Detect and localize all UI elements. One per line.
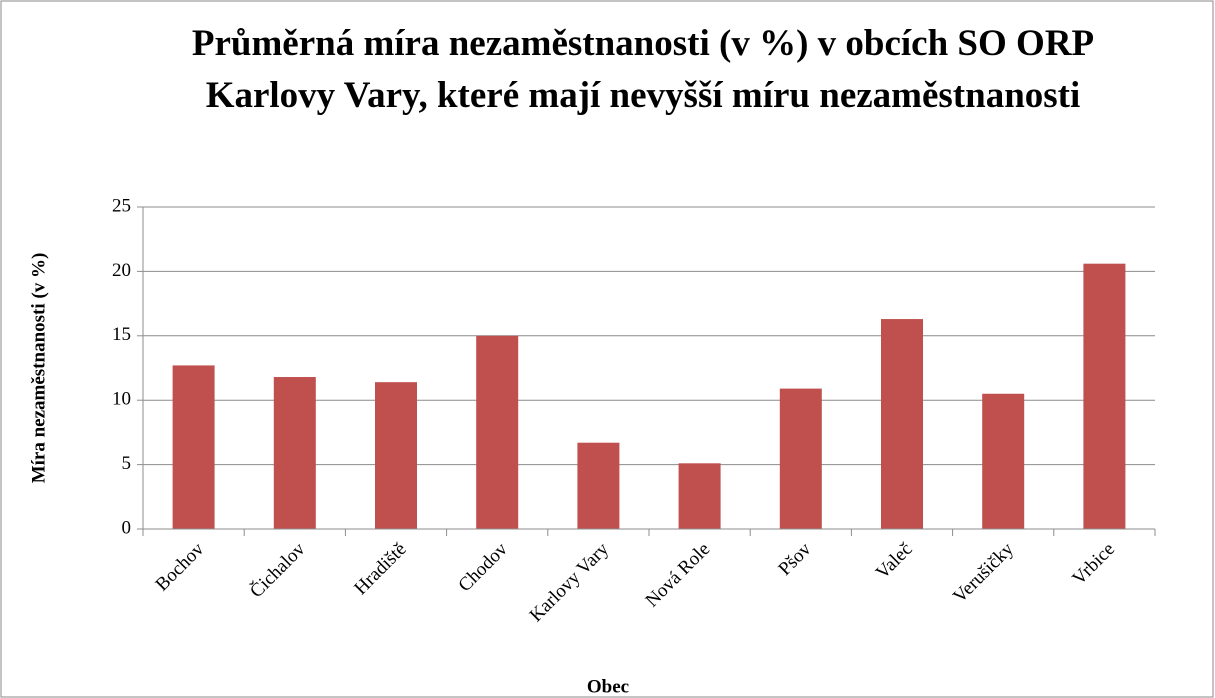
- x-tick-label: Hradiště: [350, 539, 410, 599]
- y-tick-label: 5: [122, 453, 132, 474]
- x-tick-label: Chodov: [454, 538, 512, 596]
- bar: [273, 377, 316, 529]
- x-tick-label: Bochov: [152, 538, 209, 595]
- bar: [982, 393, 1025, 529]
- x-tick-label: Karlovy Vary: [526, 538, 614, 626]
- x-tick-label: Verušičky: [949, 538, 1018, 607]
- y-tick-label: 25: [112, 195, 131, 216]
- bar: [476, 335, 519, 529]
- bar: [172, 365, 215, 529]
- bar: [1083, 263, 1126, 529]
- y-tick-label: 0: [122, 517, 132, 538]
- x-tick-label: Valeč: [872, 539, 917, 584]
- y-axis-label: Míra nezaměstnanosti (v %): [28, 253, 49, 484]
- bar: [678, 463, 721, 529]
- bar: [375, 382, 417, 529]
- x-tick-label: Čichalov: [245, 538, 309, 602]
- x-tick-label: Vrbice: [1068, 539, 1119, 590]
- x-tick-label: Pšov: [774, 538, 815, 579]
- x-axis-label: Obec: [587, 676, 629, 697]
- bar: [779, 388, 822, 529]
- x-tick-label: Nová Role: [642, 539, 715, 612]
- chart-title: Průměrná míra nezaměstnanosti (v %) v ob…: [191, 23, 1095, 116]
- y-tick-label: 20: [112, 260, 131, 281]
- y-tick-label: 15: [112, 324, 131, 345]
- bar: [881, 319, 923, 529]
- bar: [577, 442, 620, 529]
- y-tick-label: 10: [112, 389, 131, 410]
